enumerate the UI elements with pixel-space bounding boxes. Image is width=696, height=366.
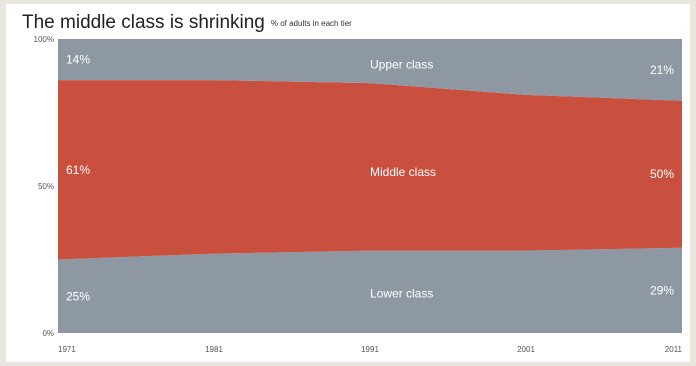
y-tick-label: 100% — [34, 35, 54, 44]
lower-class-end-label: 29% — [650, 283, 674, 297]
y-tick-label: 50% — [38, 182, 54, 191]
middle-class-name-label: Middle class — [370, 165, 436, 179]
upper-class-name-label: Upper class — [370, 58, 433, 72]
chart-title-text: The middle class is shrinking — [22, 12, 265, 33]
lower-class-name-label: Lower class — [370, 286, 433, 300]
upper-class-end-label: 21% — [650, 63, 674, 77]
x-tick-label: 1991 — [361, 345, 379, 354]
upper-class-area — [58, 39, 682, 101]
y-tick-label: 0% — [42, 329, 54, 338]
upper-class-start-label: 14% — [66, 53, 90, 67]
chart-card: The middle class is shrinking % of adults… — [6, 4, 690, 362]
lower-class-area — [58, 247, 682, 333]
middle-class-end-label: 50% — [650, 167, 674, 181]
middle-class-area — [58, 80, 682, 260]
lower-class-start-label: 25% — [66, 289, 90, 303]
stacked-area-chart: 25% Lower class 29% 61% Middle class 50% 14% Up… — [34, 35, 683, 354]
chart-subtitle: % of adults in each tier — [270, 19, 352, 28]
chart-title: The middle class is shrinking % of adults… — [22, 12, 352, 34]
x-tick-label: 2011 — [665, 345, 683, 354]
x-tick-label: 1981 — [205, 345, 223, 354]
x-tick-label: 1971 — [58, 345, 76, 354]
middle-class-start-label: 61% — [66, 163, 90, 177]
x-tick-label: 2001 — [517, 345, 535, 354]
